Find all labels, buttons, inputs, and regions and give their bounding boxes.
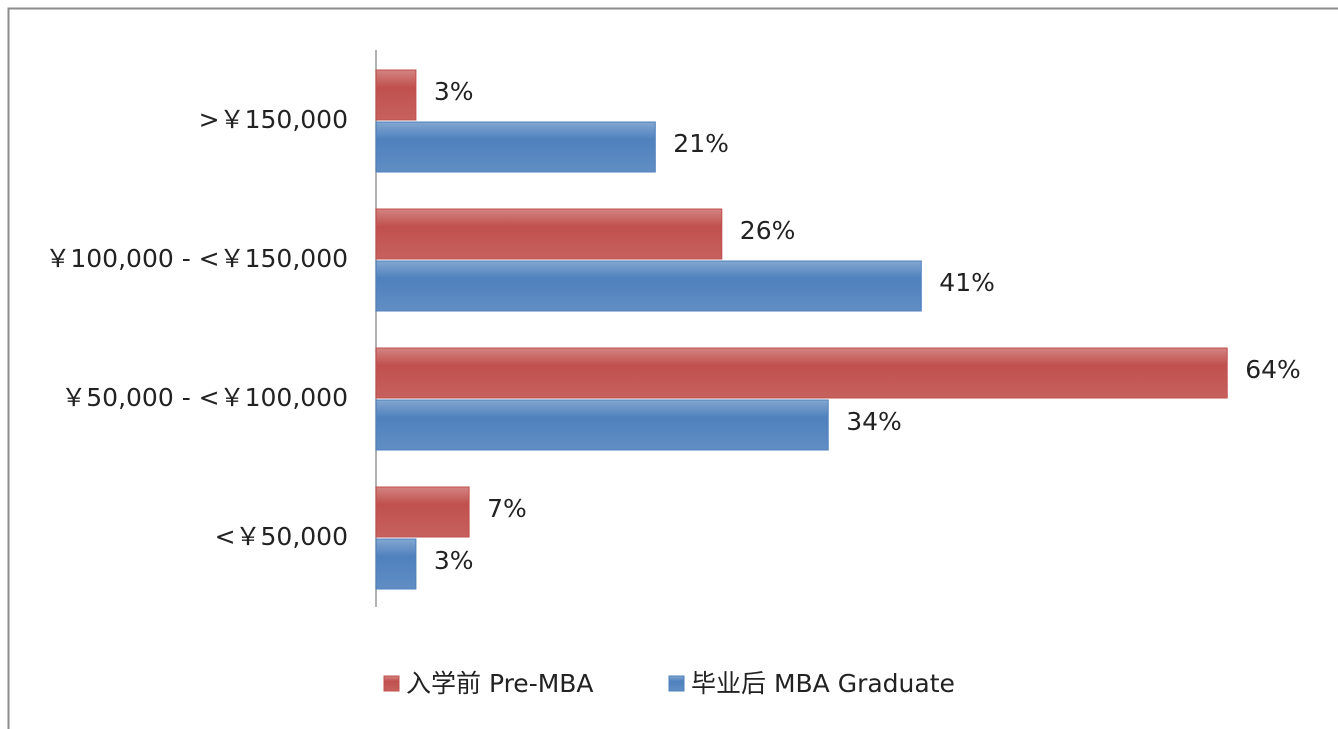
legend-swatch xyxy=(668,675,685,692)
data-label: 26% xyxy=(740,216,796,245)
data-label: 3% xyxy=(434,77,474,106)
bar xyxy=(375,538,417,590)
data-label: 64% xyxy=(1245,355,1301,384)
data-label: 7% xyxy=(487,494,527,523)
y-tick-label: ￥100,000 - <￥150,000 xyxy=(45,244,348,273)
y-tick-label: <￥50,000 xyxy=(215,522,348,551)
bar xyxy=(375,121,656,173)
legend-label: 入学前 Pre-MBA xyxy=(406,669,594,698)
data-label: 34% xyxy=(846,407,902,436)
data-label: 21% xyxy=(673,129,729,158)
bar xyxy=(375,347,1228,399)
y-tick-label: >￥150,000 xyxy=(199,105,348,134)
y-tick-label: ￥50,000 - <￥100,000 xyxy=(61,383,348,412)
bar xyxy=(375,208,723,260)
bar xyxy=(375,486,470,538)
bar xyxy=(375,260,922,312)
bar xyxy=(375,399,829,451)
data-label: 41% xyxy=(939,268,995,297)
legend-label: 毕业后 MBA Graduate xyxy=(691,669,955,698)
frame xyxy=(7,7,1338,729)
data-label: 3% xyxy=(434,546,474,575)
bar xyxy=(375,69,417,121)
legend-swatch xyxy=(383,675,400,692)
